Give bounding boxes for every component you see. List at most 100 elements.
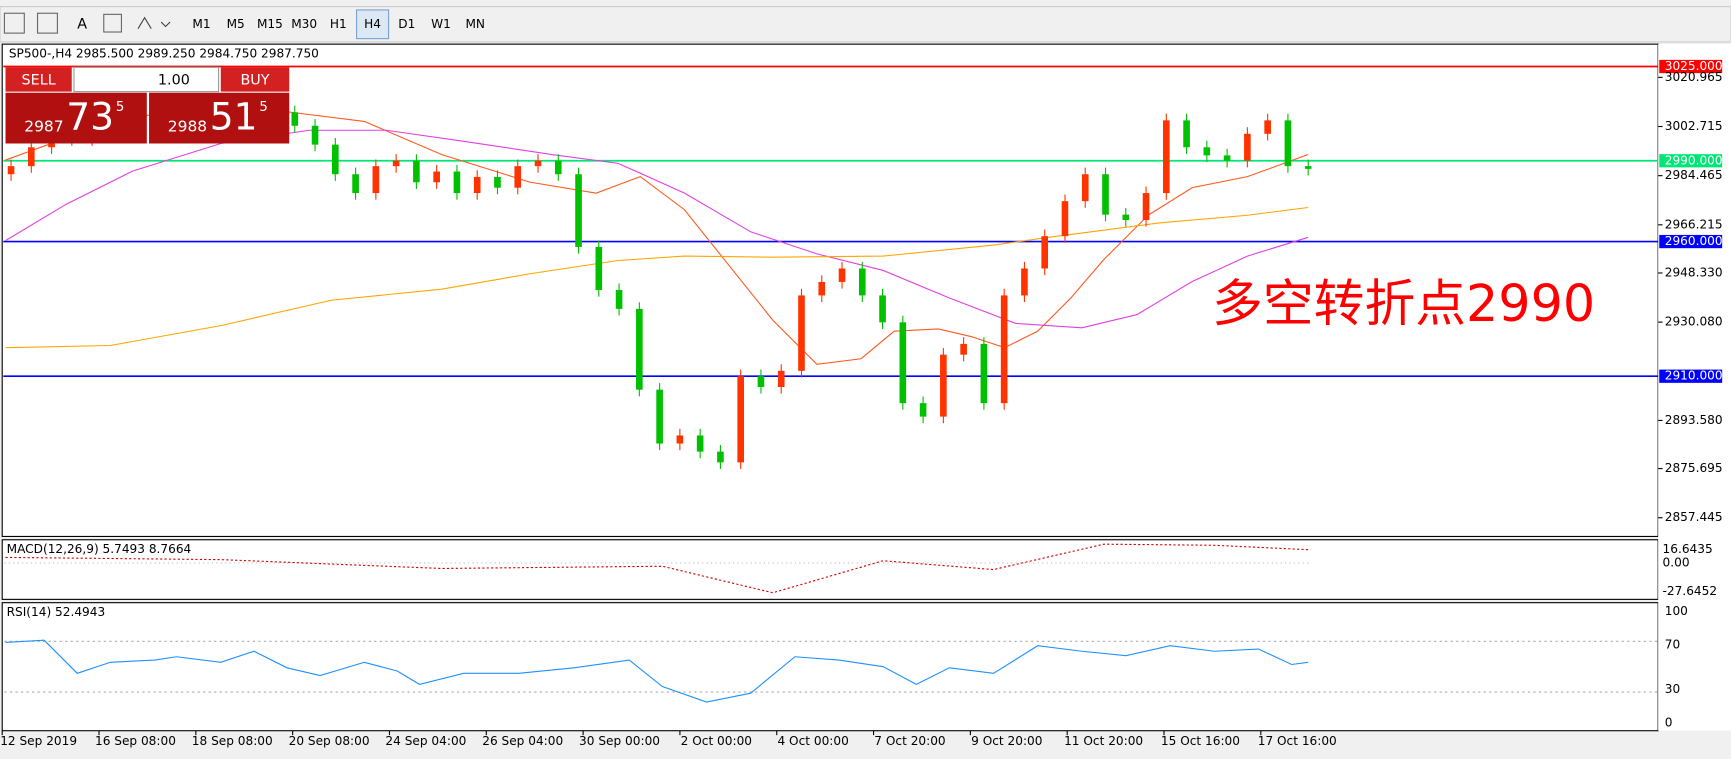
candle-body bbox=[1061, 201, 1069, 237]
candle-body bbox=[7, 166, 15, 175]
candle-body bbox=[717, 451, 724, 463]
y-tick-label: 2857.445 bbox=[1665, 510, 1723, 524]
x-tick-label: 30 Sep 00:00 bbox=[579, 734, 660, 748]
candle-body bbox=[899, 322, 907, 404]
candle-body bbox=[1081, 174, 1089, 202]
tool-icon[interactable] bbox=[36, 12, 58, 34]
candle-body bbox=[838, 268, 846, 282]
period-label[interactable]: M30 bbox=[291, 17, 317, 31]
ask-small: 5 bbox=[259, 100, 267, 115]
candle-body bbox=[757, 376, 765, 387]
period-label[interactable]: M5 bbox=[227, 17, 245, 31]
period-button[interactable] bbox=[322, 9, 355, 39]
x-tick-label: 15 Oct 16:00 bbox=[1161, 734, 1240, 748]
ask-box[interactable] bbox=[149, 92, 290, 144]
candle-body bbox=[1000, 295, 1008, 404]
candle-body bbox=[1284, 120, 1292, 167]
candle-body bbox=[332, 144, 339, 175]
candle-body bbox=[615, 290, 623, 309]
candle-body bbox=[919, 403, 927, 417]
tool-icon[interactable] bbox=[137, 16, 171, 29]
period-label[interactable]: D1 bbox=[398, 17, 415, 31]
rsi-tick-label: 70 bbox=[1665, 637, 1680, 651]
x-tick-label: 17 Oct 16:00 bbox=[1258, 734, 1337, 748]
candle-body bbox=[798, 295, 805, 371]
candle-body bbox=[352, 174, 359, 194]
level-label: 2990.000 bbox=[1665, 153, 1723, 167]
x-tick-label: 11 Oct 20:00 bbox=[1064, 734, 1143, 748]
lot-value[interactable]: 1.00 bbox=[158, 73, 190, 89]
rsi-line bbox=[5, 639, 1309, 703]
candle-body bbox=[1102, 174, 1109, 215]
y-tick-label: 2948.330 bbox=[1665, 265, 1723, 279]
period-label[interactable]: M1 bbox=[192, 17, 210, 31]
x-tick-label: 2 Oct 00:00 bbox=[681, 734, 752, 748]
buy-label[interactable]: BUY bbox=[240, 73, 269, 89]
level-label: 2960.000 bbox=[1665, 234, 1723, 248]
period-button[interactable] bbox=[356, 9, 390, 40]
period-button[interactable] bbox=[459, 9, 492, 39]
candle-body bbox=[1021, 268, 1028, 296]
bid-small: 5 bbox=[116, 100, 124, 115]
candle-body bbox=[940, 354, 947, 417]
period-button[interactable] bbox=[390, 9, 423, 39]
period-label[interactable]: M15 bbox=[257, 17, 283, 31]
lot-input[interactable] bbox=[73, 66, 220, 93]
candle-body bbox=[534, 160, 542, 167]
bid-prefix: 2987 bbox=[24, 117, 63, 135]
period-button[interactable] bbox=[219, 9, 252, 39]
tool-icon[interactable]: A bbox=[77, 16, 87, 32]
moving-average-slow bbox=[5, 206, 1309, 349]
period-label[interactable]: H1 bbox=[330, 17, 347, 31]
sell-button[interactable] bbox=[5, 67, 72, 92]
x-tick-label: 20 Sep 08:00 bbox=[289, 734, 370, 748]
period-label[interactable]: W1 bbox=[431, 17, 451, 31]
bid-big: 73 bbox=[66, 95, 114, 139]
period-label[interactable]: H4 bbox=[364, 17, 381, 31]
candle-body bbox=[818, 281, 826, 296]
tool-icon[interactable] bbox=[3, 12, 25, 34]
y-tick-label: 2893.580 bbox=[1665, 413, 1723, 427]
candle-body bbox=[1304, 166, 1312, 169]
candle-body bbox=[980, 343, 988, 404]
candle-body bbox=[1183, 120, 1190, 148]
candle-body bbox=[1142, 193, 1150, 221]
candle-body bbox=[514, 166, 522, 188]
period-button[interactable] bbox=[253, 9, 286, 39]
ask-prefix: 2988 bbox=[168, 117, 207, 135]
y-tick-label: 3020.965 bbox=[1665, 70, 1723, 84]
macd-panel bbox=[1, 539, 1659, 600]
level-tag bbox=[1659, 59, 1723, 74]
annotation: 多空转折点2990 bbox=[1212, 274, 1595, 333]
buy-button[interactable] bbox=[220, 67, 290, 92]
period-button[interactable] bbox=[288, 9, 321, 39]
candle-body bbox=[554, 160, 562, 175]
period-button[interactable] bbox=[425, 9, 458, 39]
period-label[interactable]: MN bbox=[465, 17, 485, 31]
level-tag bbox=[1659, 369, 1723, 383]
x-tick-label: 18 Sep 08:00 bbox=[192, 734, 273, 748]
sell-label[interactable]: SELL bbox=[22, 73, 56, 89]
x-tick-label: 9 Oct 20:00 bbox=[971, 734, 1042, 748]
macd-label: MACD(12,26,9) 5.7493 8.7664 bbox=[7, 542, 192, 556]
candle-body bbox=[494, 176, 501, 188]
candle-body bbox=[311, 125, 319, 145]
candle-body bbox=[1264, 120, 1271, 134]
x-tick-label: 16 Sep 08:00 bbox=[95, 734, 176, 748]
x-tick-label: 4 Oct 00:00 bbox=[777, 734, 848, 748]
rsi-tick-label: 30 bbox=[1665, 682, 1680, 696]
y-tick-label: 2984.465 bbox=[1665, 168, 1723, 182]
candle-body bbox=[575, 174, 582, 247]
chart-header: SP500-,H4 2985.500 2989.250 2984.750 298… bbox=[9, 47, 319, 61]
y-tick-label: 2875.695 bbox=[1665, 461, 1723, 475]
bid-box[interactable] bbox=[5, 92, 147, 144]
period-button[interactable] bbox=[185, 9, 218, 39]
level-tag bbox=[1659, 154, 1723, 168]
tool-icon[interactable] bbox=[103, 13, 122, 33]
level-label: 2910.000 bbox=[1665, 369, 1723, 383]
candle-body bbox=[1223, 155, 1231, 161]
candle-body bbox=[777, 370, 785, 387]
candle-body bbox=[858, 268, 866, 296]
candle-body bbox=[1244, 133, 1251, 161]
candle-body bbox=[392, 160, 400, 167]
